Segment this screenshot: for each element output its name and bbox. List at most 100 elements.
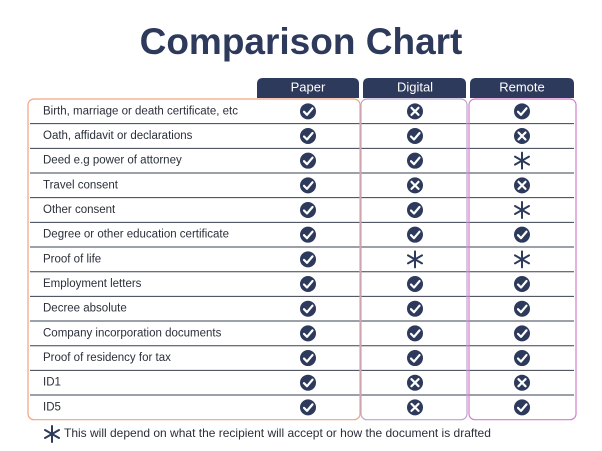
asterisk-icon: [514, 201, 530, 220]
tick-icon: [514, 350, 530, 367]
tick: [302, 205, 314, 215]
tick-icon: [300, 202, 316, 219]
tick-icon: [514, 325, 530, 342]
column-header-text: Paper: [291, 79, 326, 94]
row-label: Company incorporation documents: [43, 327, 222, 339]
row-label: Birth, marriage or death certificate, et…: [43, 105, 238, 117]
disc: [514, 226, 530, 243]
row-label: Decree absolute: [43, 303, 127, 315]
tick-icon: [407, 152, 423, 169]
row-label: Oath, affidavit or declarations: [43, 130, 193, 142]
disc: [300, 128, 316, 145]
disc: [300, 202, 316, 219]
disc: [514, 276, 530, 293]
disc: [407, 325, 423, 342]
disc: [514, 350, 530, 367]
stroke: [407, 254, 423, 265]
tick: [516, 353, 528, 363]
tick-icon: [300, 128, 316, 145]
disc: [407, 350, 423, 367]
tick-icon: [300, 177, 316, 194]
tick-icon: [300, 374, 316, 391]
tick-icon: [514, 103, 530, 120]
cross-icon: [514, 177, 530, 194]
tick-icon: [407, 350, 423, 367]
tick: [302, 107, 314, 116]
tick-icon: [407, 325, 423, 342]
disc: [407, 300, 423, 317]
tick-icon: [300, 350, 316, 367]
footnote-text: This will depend on what the recipient w…: [64, 426, 491, 440]
tick: [409, 131, 421, 141]
column-header-text: Remote: [499, 79, 545, 94]
stroke: [514, 254, 530, 265]
disc: [514, 103, 530, 120]
cross-icon: [407, 399, 423, 416]
tick: [409, 329, 421, 338]
footnote: This will depend on what the recipient w…: [44, 425, 491, 443]
disc: [300, 399, 316, 416]
row-label: Proof of residency for tax: [43, 352, 171, 364]
label-paper-border: [27, 98, 361, 421]
asterisk-icon: [514, 151, 530, 170]
tick: [516, 304, 528, 314]
disc: [300, 226, 316, 243]
cross: [410, 180, 420, 190]
tick: [409, 230, 421, 240]
tick-icon: [300, 226, 316, 243]
tick: [302, 378, 314, 388]
tick-icon: [300, 325, 316, 342]
tick: [302, 353, 314, 363]
disc: [300, 300, 316, 317]
tick: [409, 205, 421, 215]
disc: [407, 202, 423, 219]
tick-icon: [514, 276, 530, 293]
tick-icon: [300, 276, 316, 293]
row-label: ID5: [43, 401, 61, 413]
cross: [517, 180, 527, 190]
cross-icon: [407, 103, 423, 120]
cross-icon: [407, 374, 423, 391]
tick-icon: [407, 276, 423, 293]
tick: [516, 329, 528, 338]
table: Paper Digital Remote Birth, marriage or dea…: [27, 78, 577, 421]
row-label: Employment letters: [43, 278, 142, 290]
asterisk-icon: [44, 425, 60, 443]
disc: [300, 103, 316, 120]
tick-icon: [300, 103, 316, 120]
cross: [410, 402, 420, 412]
disc: [300, 276, 316, 293]
disc: [300, 152, 316, 169]
disc: [407, 152, 423, 169]
row-label: Other consent: [43, 204, 116, 216]
tick: [302, 329, 314, 338]
cross-icon: [514, 374, 530, 391]
row-label: Degree or other education certificate: [43, 229, 229, 241]
cross: [517, 378, 527, 388]
tick: [302, 131, 314, 141]
tick: [302, 181, 314, 190]
tick: [302, 403, 314, 412]
disc: [300, 374, 316, 391]
tick-icon: [407, 300, 423, 317]
row-label: Deed e.g power of attorney: [43, 155, 182, 167]
tick-icon: [514, 300, 530, 317]
tick-icon: [407, 128, 423, 145]
tick: [516, 279, 528, 289]
stroke: [514, 205, 530, 216]
tick: [409, 353, 421, 363]
tick-icon: [300, 399, 316, 416]
disc: [300, 325, 316, 342]
cross: [517, 131, 527, 141]
digital-border: [360, 98, 468, 421]
tick-icon: [407, 226, 423, 243]
tick: [302, 230, 314, 240]
disc: [514, 325, 530, 342]
remote-border: [468, 98, 577, 421]
cross-icon: [514, 128, 530, 145]
cross: [410, 106, 420, 116]
tick: [516, 230, 528, 240]
tick: [409, 156, 421, 166]
tick: [409, 304, 421, 314]
